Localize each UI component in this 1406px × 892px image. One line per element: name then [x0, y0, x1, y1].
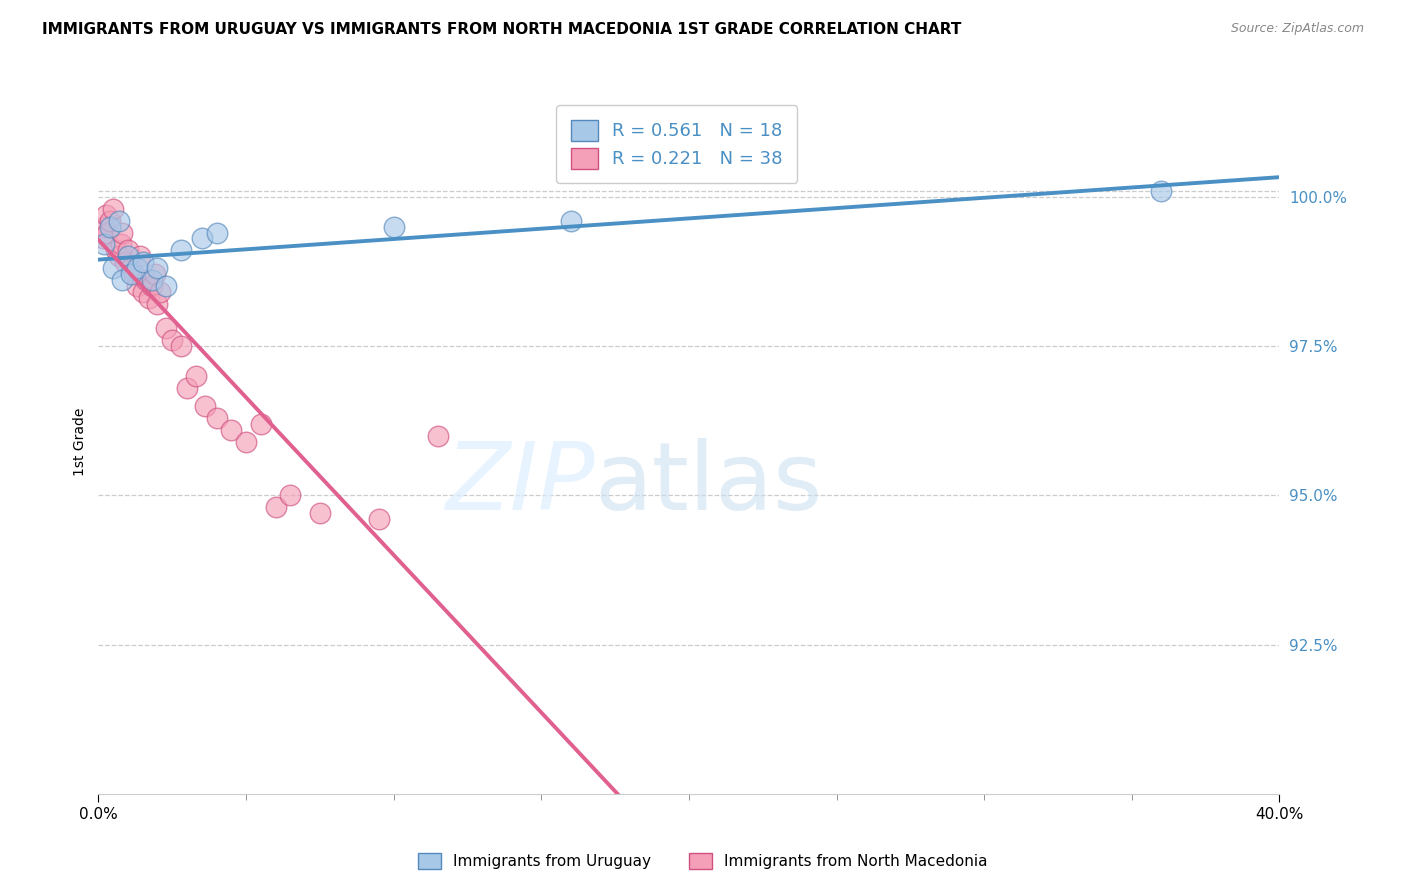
Point — [103, 261, 125, 276]
Point — [205, 410, 228, 425]
Point — [98, 213, 121, 227]
Point — [146, 297, 169, 311]
Y-axis label: 1st Grade: 1st Grade — [73, 408, 87, 475]
Point — [125, 261, 148, 276]
Point — [155, 321, 177, 335]
Point — [96, 226, 118, 240]
Point — [111, 226, 134, 240]
Legend: R = 0.561   N = 18, R = 0.221   N = 38: R = 0.561 N = 18, R = 0.221 N = 38 — [557, 105, 797, 183]
Point — [170, 244, 193, 258]
Point — [146, 261, 169, 276]
Point — [114, 255, 136, 269]
Point — [162, 333, 183, 347]
Point — [108, 213, 131, 227]
Point — [111, 273, 134, 287]
Point — [250, 417, 273, 431]
Point — [138, 291, 160, 305]
Point — [309, 506, 332, 520]
Point — [105, 244, 128, 258]
Point — [128, 249, 150, 263]
Point — [93, 219, 115, 234]
Point — [194, 399, 217, 413]
Text: atlas: atlas — [595, 438, 823, 530]
Point — [170, 339, 193, 353]
Point — [141, 279, 163, 293]
Point — [98, 219, 121, 234]
Point — [205, 226, 228, 240]
Point — [368, 512, 391, 526]
Point — [91, 231, 114, 245]
Point — [125, 279, 148, 293]
Point — [135, 273, 157, 287]
Point — [117, 249, 139, 263]
Point — [155, 279, 177, 293]
Point — [1150, 184, 1173, 198]
Point — [280, 488, 302, 502]
Point — [382, 219, 405, 234]
Point — [110, 237, 132, 252]
Point — [132, 285, 155, 300]
Point — [93, 237, 115, 252]
Legend: Immigrants from Uruguay, Immigrants from North Macedonia: Immigrants from Uruguay, Immigrants from… — [412, 847, 994, 875]
Point — [122, 268, 145, 282]
Point — [143, 268, 166, 282]
Point — [235, 434, 257, 449]
Point — [141, 273, 163, 287]
Point — [427, 428, 450, 442]
Point — [94, 208, 117, 222]
Text: ZIP: ZIP — [444, 438, 595, 529]
Text: IMMIGRANTS FROM URUGUAY VS IMMIGRANTS FROM NORTH MACEDONIA 1ST GRADE CORRELATION: IMMIGRANTS FROM URUGUAY VS IMMIGRANTS FR… — [42, 22, 962, 37]
Point — [184, 368, 207, 383]
Point — [221, 423, 243, 437]
Point — [264, 500, 287, 515]
Point — [176, 381, 198, 395]
Point — [103, 202, 125, 216]
Point — [149, 285, 172, 300]
Point — [117, 244, 139, 258]
Point — [191, 231, 214, 245]
Point — [120, 268, 142, 282]
Point — [132, 255, 155, 269]
Point — [120, 261, 142, 276]
Point — [560, 213, 582, 227]
Text: Source: ZipAtlas.com: Source: ZipAtlas.com — [1230, 22, 1364, 36]
Point — [108, 249, 131, 263]
